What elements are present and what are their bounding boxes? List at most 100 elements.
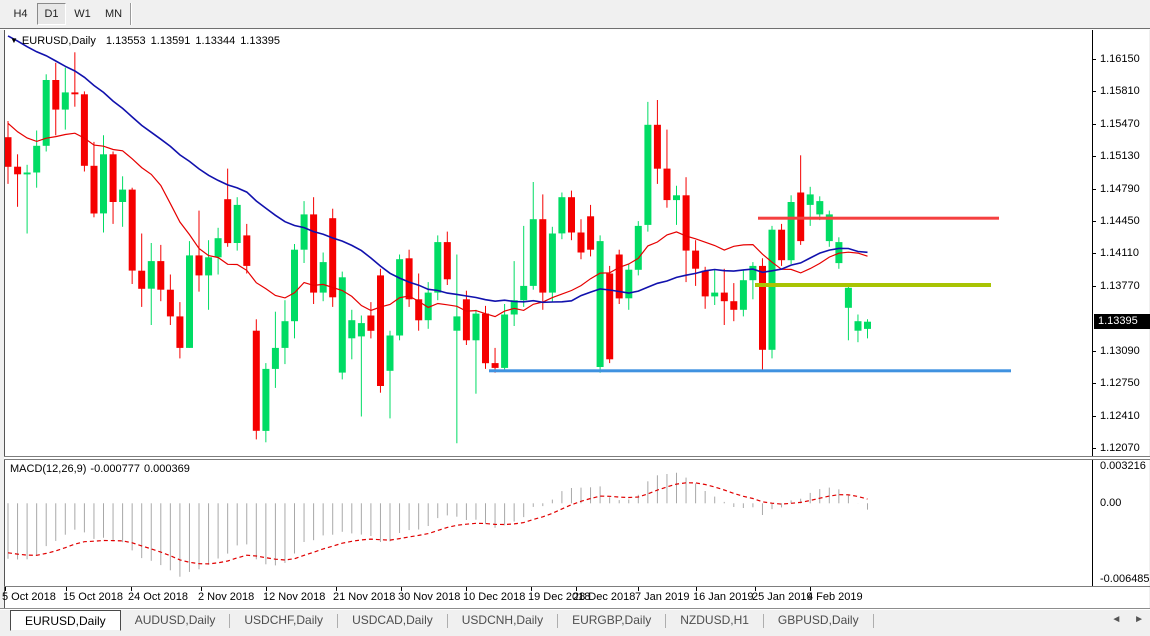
macd-tick-label: 0.00 [1100,497,1122,510]
date-tick-mark [131,587,132,591]
window-top-border [0,28,1150,30]
collapse-triangle-icon[interactable]: ▼ [10,36,18,45]
chart-symbol-label: EURUSD,Daily [21,35,96,47]
macd-indicator-label: MACD(12,26,9) -0.000777 0.000369 [10,463,194,475]
quote-low: 1.13344 [195,35,236,47]
macd-tick-label: -0.006485 [1100,572,1150,585]
macd-pane-border [4,586,1150,587]
tab-divider [446,614,448,628]
date-tick-mark [696,587,697,591]
date-tick-label: 10 Dec 2018 [463,591,526,603]
date-tick-label: 12 Nov 2018 [263,591,326,603]
quote-high: 1.13591 [150,35,191,47]
tab-divider [229,614,231,628]
date-tick-label: 19 Dec 2018 [528,591,591,603]
date-tick-label: 16 Jan 2019 [693,591,754,603]
timeframe-button-h4[interactable]: H4 [13,8,28,20]
timeframe-toolbar: H4 D1 W1 MN [0,0,1150,28]
date-tick-label: 5 Oct 2018 [2,591,56,603]
date-tick-mark [266,587,267,591]
toolbar-separator [130,3,132,25]
price-tick-label: 1.12070 [1100,441,1140,454]
price-tick-mark [1092,188,1096,190]
current-price-tag: 1.13395 [1094,314,1150,330]
macd-value: -0.000777 [90,463,140,475]
date-tick-label: 2 Nov 2018 [198,591,255,603]
hline-object-0[interactable] [758,216,999,220]
price-tick-mark [1092,156,1096,158]
chart-tab-gbpusd[interactable]: GBPUSD,Daily [777,613,859,627]
price-axis-separator [1092,30,1093,586]
chart-tab-usdchf[interactable]: USDCHF,Daily [244,613,324,627]
price-tick-mark [1092,383,1096,385]
price-tick-label: 1.14450 [1100,215,1140,228]
price-tick-label: 1.15470 [1100,117,1140,130]
price-tick-mark [1092,221,1096,223]
date-tick-mark [401,587,402,591]
date-tick-mark [201,587,202,591]
date-tick-label: 4 Feb 2019 [807,591,863,603]
tab-divider [665,614,667,628]
date-tick-label: 7 Jan 2019 [635,591,690,603]
timeframe-button-w1[interactable]: W1 [74,8,91,20]
price-tick-label: 1.14790 [1100,182,1140,195]
date-tick-mark [531,587,532,591]
window-bottom-border [0,608,1150,610]
chart-tab-usdcad[interactable]: USDCAD,Daily [352,613,433,627]
date-tick-mark [576,587,577,591]
tab-divider [337,614,339,628]
hline-object-2[interactable] [489,369,1011,373]
tab-divider [762,614,764,628]
tab-scroll-left-icon[interactable]: ◄ [1111,614,1122,625]
quote-close: 1.13395 [240,35,280,47]
date-tick-label: 28 Dec 2018 [573,591,636,603]
price-tick-label: 1.12410 [1100,409,1140,422]
macd-signal-line [7,482,868,565]
macd-indicator-pane[interactable] [5,460,1092,586]
price-tick-mark [1092,415,1096,417]
candlesticks [5,52,871,444]
chart-tab-eurgbp[interactable]: EURGBP,Daily [572,613,652,627]
date-tick-label: 15 Oct 2018 [63,591,123,603]
date-tick-label: 30 Nov 2018 [398,591,461,603]
chart-tab-eurusd[interactable]: EURUSD,Daily [10,610,121,631]
price-tick-mark [1092,91,1096,93]
chart-tab-usdcnh[interactable]: USDCNH,Daily [461,613,544,627]
date-tick-label: 21 Nov 2018 [333,591,396,603]
window-left-border [4,30,5,609]
date-tick-mark [66,587,67,591]
date-tick-mark [466,587,467,591]
price-tick-label: 1.15130 [1100,150,1140,163]
ma-slow-line [7,35,868,304]
chart-tab-nzdusd[interactable]: NZDUSD,H1 [680,613,749,627]
chart-tab-audusd[interactable]: AUDUSD,Daily [134,613,216,627]
tab-scroll-arrows: ◄ ► [1101,614,1144,625]
price-tick-label: 1.13770 [1100,279,1140,292]
tab-scroll-right-icon[interactable]: ► [1134,614,1144,625]
hline-object-1[interactable] [755,283,991,287]
price-chart-pane[interactable] [5,30,1092,456]
date-tick-label: 24 Oct 2018 [128,591,188,603]
price-tick-mark [1092,253,1096,255]
timeframe-button-mn[interactable]: MN [104,8,123,20]
macd-tick-label: 0.003216 [1100,459,1146,472]
ma-fast-line [7,122,868,318]
pane-splitter[interactable] [4,456,1150,460]
macd-histogram [7,472,868,577]
price-tick-label: 1.12750 [1100,377,1140,390]
macd-name: MACD(12,26,9) [10,463,87,475]
date-tick-mark [5,587,6,591]
price-tick-mark [1092,123,1096,125]
date-tick-mark [638,587,639,591]
price-tick-mark [1092,447,1096,449]
date-tick-mark [336,587,337,591]
date-tick-mark [755,587,756,591]
date-tick-label: 25 Jan 2019 [752,591,813,603]
quote-open: 1.13553 [105,35,146,47]
chart-tab-bar: EURUSD,Daily AUDUSD,Daily USDCHF,Daily USDC… [0,610,1150,636]
price-tick-label: 1.16150 [1100,53,1140,65]
timeframe-button-d1[interactable]: D1 [37,3,66,25]
chart-title-overlay: ▼ EURUSD,Daily 1.13553 1.13591 1.13344 1.1339… [10,35,285,47]
price-tick-mark [1092,59,1096,60]
price-tick-label: 1.14110 [1100,247,1139,260]
